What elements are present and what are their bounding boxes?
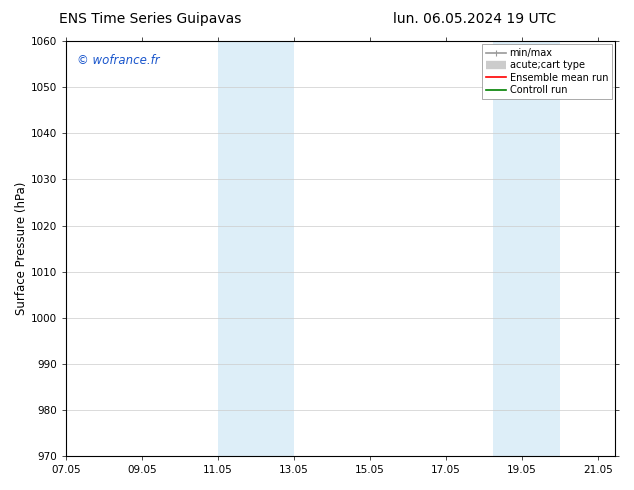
Legend: min/max, acute;cart type, Ensemble mean run, Controll run: min/max, acute;cart type, Ensemble mean …: [482, 44, 612, 99]
Y-axis label: Surface Pressure (hPa): Surface Pressure (hPa): [15, 182, 28, 315]
Bar: [218, 41, 294, 456]
Text: ENS Time Series Guipavas: ENS Time Series Guipavas: [58, 12, 241, 26]
Text: lun. 06.05.2024 19 UTC: lun. 06.05.2024 19 UTC: [393, 12, 556, 26]
Text: © wofrance.fr: © wofrance.fr: [77, 54, 160, 67]
Bar: [493, 41, 560, 456]
